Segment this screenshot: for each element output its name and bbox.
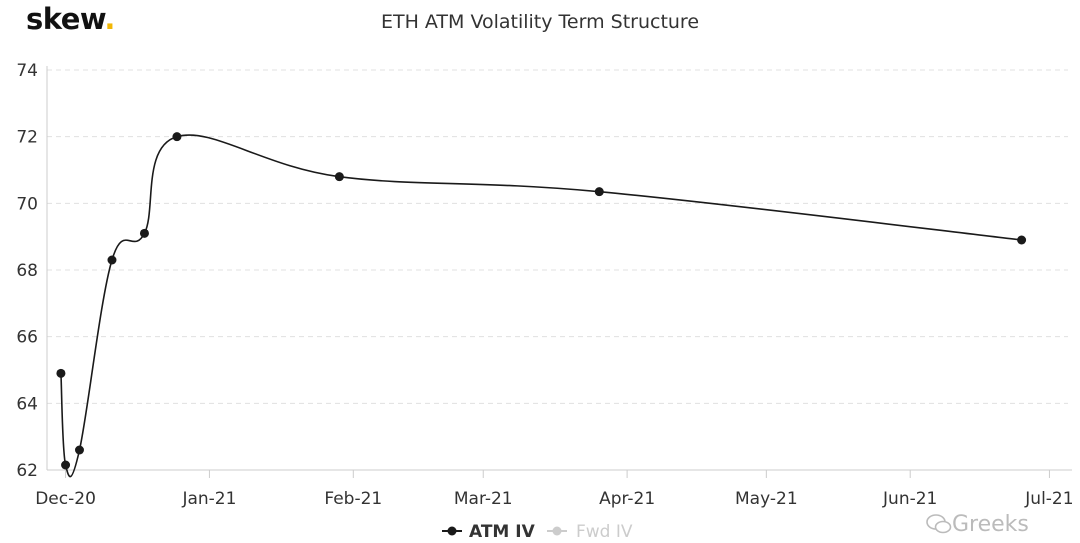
x-tick-label: Jan-21 <box>181 489 236 509</box>
atm-iv-point <box>56 368 66 378</box>
atm-iv-point <box>74 445 84 455</box>
atm-iv-point <box>139 228 149 238</box>
grid-lines <box>47 69 1068 404</box>
wechat-icon <box>926 514 952 534</box>
x-tick-label: Jun-21 <box>882 489 937 509</box>
x-tick-label: Apr-21 <box>599 489 655 509</box>
atm-iv-point <box>334 172 344 182</box>
legend[interactable]: ATM IV Fwd IV <box>442 522 633 542</box>
y-axis-ticks: 62 64 66 68 70 72 74 <box>16 61 38 481</box>
atm-iv-point <box>107 255 117 265</box>
atm-iv-point <box>172 132 182 142</box>
x-tick-label: Feb-21 <box>324 489 382 509</box>
watermark: Greeks <box>926 512 1029 537</box>
chart-title: ETH ATM Volatility Term Structure <box>380 11 700 33</box>
logo-text: skew <box>26 2 105 36</box>
y-tick-label: 70 <box>16 194 38 214</box>
atm-iv-point <box>594 187 604 197</box>
x-tick-label: May-21 <box>735 489 798 509</box>
atm-iv-point <box>1017 235 1027 245</box>
y-tick-label: 72 <box>16 128 38 148</box>
y-tick-label: 68 <box>16 261 38 281</box>
legend-marker-atm-iv <box>447 526 457 536</box>
y-tick-label: 74 <box>16 61 38 81</box>
x-tick-label: Mar-21 <box>454 489 513 509</box>
legend-label-fwd-iv: Fwd IV <box>576 522 633 542</box>
legend-item-fwd-iv[interactable]: Fwd IV <box>547 522 633 542</box>
logo-dot: . <box>104 2 115 36</box>
atm-iv-line <box>60 134 1022 478</box>
y-tick-label: 66 <box>16 328 38 348</box>
x-tick-label: Jul-21 <box>1024 489 1073 509</box>
y-tick-label: 62 <box>16 461 38 481</box>
legend-label-atm-iv: ATM IV <box>469 522 536 542</box>
legend-item-atm-iv[interactable]: ATM IV <box>442 522 536 542</box>
y-tick-label: 64 <box>16 394 38 414</box>
watermark-text: Greeks <box>952 512 1029 537</box>
x-tick-label: Dec-20 <box>35 489 96 509</box>
legend-marker-fwd-iv <box>552 526 562 536</box>
atm-iv-point <box>61 460 71 470</box>
x-axis-ticks: Dec-20 Jan-21 Feb-21 Mar-21 Apr-21 May-21 Jun-… <box>35 470 1074 509</box>
series-layer <box>56 132 1027 478</box>
axes <box>46 66 1072 471</box>
skew-logo: skew. <box>26 2 115 36</box>
